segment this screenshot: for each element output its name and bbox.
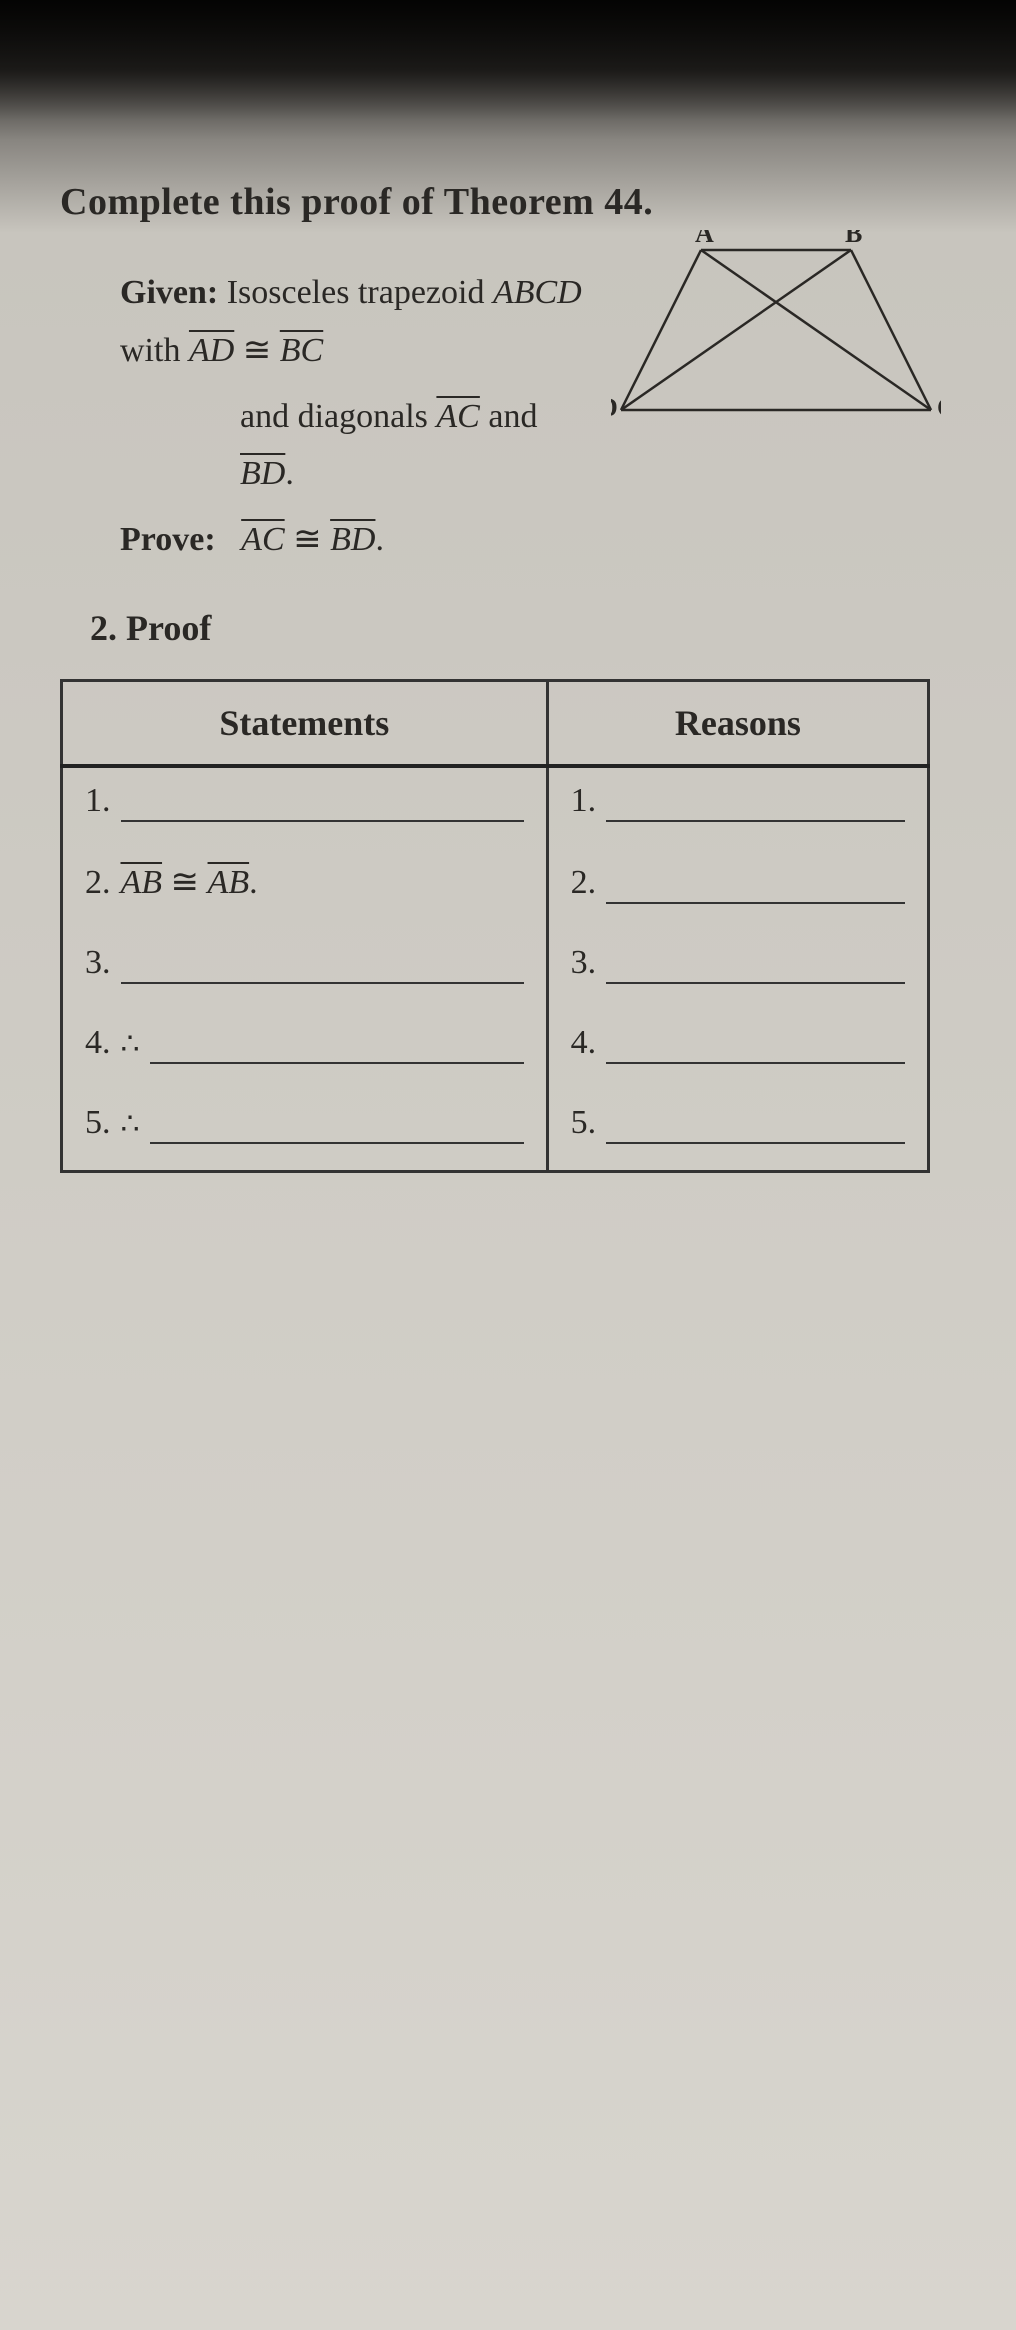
therefore-icon: ∴ — [121, 1107, 140, 1144]
given-text-1: Isosceles trapezoid — [227, 274, 493, 311]
blank-input-line[interactable] — [150, 1030, 524, 1064]
given-with: with — [120, 332, 189, 369]
reason-cell: 5. — [547, 1090, 929, 1172]
page-title: Complete this proof of Theorem 44. — [60, 180, 976, 224]
blank-input-line[interactable] — [121, 950, 524, 984]
table-row: 4. ∴ 4. — [62, 1010, 929, 1090]
period-2: . — [375, 521, 384, 558]
statement-number: 1. — [85, 782, 111, 822]
given-shape: ABCD — [493, 274, 582, 311]
statement-cell: 2.AB ≅ AB. — [62, 848, 548, 930]
statement-cell: 4. ∴ — [62, 1010, 548, 1090]
diagram-edge — [851, 250, 931, 410]
congruent-icon: ≅ — [293, 521, 322, 558]
diagram-vertex-label: B — [845, 230, 862, 248]
statement-content: 3. — [85, 944, 524, 984]
diagram-edge — [621, 250, 701, 410]
blank-input-line[interactable] — [606, 788, 905, 822]
diagram-vertex-label: D — [611, 393, 618, 422]
reason-number: 1. — [571, 782, 597, 822]
statement-number: 3. — [85, 944, 111, 984]
reason-cell: 3. — [547, 930, 929, 1010]
diagram-vertex-label: A — [695, 230, 714, 248]
statement-number: 2. — [85, 864, 111, 904]
blank-input-line[interactable] — [150, 1110, 524, 1144]
table-row: 3. 3. — [62, 930, 929, 1010]
period: . — [249, 864, 258, 901]
diagram-vertex-label: C — [937, 393, 941, 422]
header-statements: Statements — [62, 680, 548, 766]
blank-input-line[interactable] — [606, 950, 905, 984]
table-header-row: Statements Reasons — [62, 680, 929, 766]
segment-ac-given: AC — [436, 398, 479, 435]
reason-cell: 4. — [547, 1010, 929, 1090]
reason-cell: 1. — [547, 766, 929, 848]
congruent-icon: ≅ — [171, 864, 200, 901]
given-and: and — [480, 398, 538, 435]
segment-bd-prove: BD — [330, 521, 375, 558]
statement-cell: 5. ∴ — [62, 1090, 548, 1172]
reason-content: 1. — [571, 782, 906, 822]
statement-content: 5. ∴ — [85, 1104, 524, 1144]
given-line-1: Given: Isosceles trapezoid ABCD with AD … — [120, 264, 590, 380]
given-line-2: and diagonals AC and BD. — [120, 388, 590, 504]
statement-cell: 3. — [62, 930, 548, 1010]
reason-content: 2. — [571, 864, 906, 904]
table-row: 2.AB ≅ AB.2. — [62, 848, 929, 930]
reason-number: 5. — [571, 1104, 597, 1144]
blank-input-line[interactable] — [606, 1110, 905, 1144]
reason-number: 4. — [571, 1024, 597, 1064]
statement-number: 5. — [85, 1104, 111, 1144]
segment-ac-prove: AC — [241, 521, 284, 558]
reason-number: 2. — [571, 864, 597, 904]
table-row: 5. ∴ 5. — [62, 1090, 929, 1172]
given-prove-block: Given: Isosceles trapezoid ABCD with AD … — [60, 264, 590, 577]
segment-bd-given: BD — [240, 455, 285, 492]
given-label: Given: — [120, 274, 218, 311]
reason-cell: 2. — [547, 848, 929, 930]
prove-line: Prove: AC ≅ BD. — [120, 511, 590, 569]
statement-content: 2.AB ≅ AB. — [85, 862, 524, 904]
statement-text: AB ≅ AB. — [121, 862, 258, 904]
statement-content: 1. — [85, 782, 524, 822]
proof-heading: 2. Proof — [60, 607, 976, 649]
proof-table: Statements Reasons 1.1.2.AB ≅ AB.2.3.3.4… — [60, 679, 930, 1173]
statement-number: 4. — [85, 1024, 111, 1064]
trapezoid-diagram: A B C D — [611, 230, 941, 430]
reason-number: 3. — [571, 944, 597, 984]
congruent-icon: ≅ — [243, 332, 272, 369]
table-row: 1. 1. — [62, 766, 929, 848]
period-1: . — [285, 455, 294, 492]
blank-input-line[interactable] — [606, 1030, 905, 1064]
statement-cell: 1. — [62, 766, 548, 848]
therefore-icon: ∴ — [121, 1027, 140, 1064]
blank-input-line[interactable] — [121, 788, 524, 822]
blank-input-line[interactable] — [606, 870, 905, 904]
header-reasons: Reasons — [547, 680, 929, 766]
worksheet-page: Complete this proof of Theorem 44. Given… — [0, 0, 1016, 1213]
reason-content: 4. — [571, 1024, 906, 1064]
segment: AB — [121, 864, 163, 901]
segment: AB — [208, 864, 250, 901]
reason-content: 5. — [571, 1104, 906, 1144]
segment-bc: BC — [280, 332, 323, 369]
statement-content: 4. ∴ — [85, 1024, 524, 1064]
reason-content: 3. — [571, 944, 906, 984]
given-text-2: and diagonals — [240, 398, 436, 435]
segment-ad: AD — [189, 332, 234, 369]
prove-label: Prove: — [120, 521, 216, 558]
